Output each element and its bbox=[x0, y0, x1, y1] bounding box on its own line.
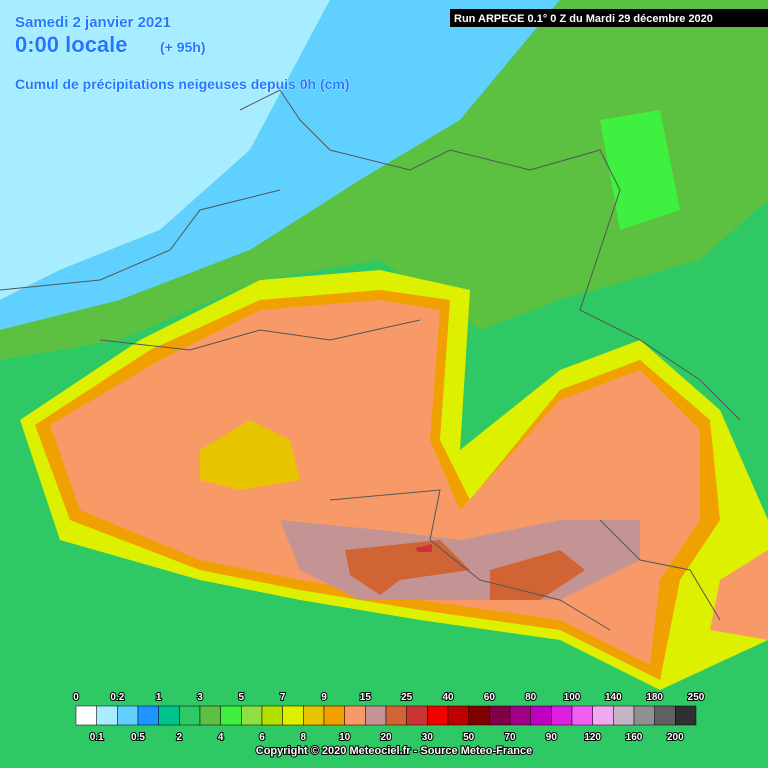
border-line bbox=[599, 519, 721, 621]
zone-salmon-east bbox=[710, 550, 768, 640]
date: Samedi 2 janvier 2021 bbox=[15, 14, 171, 31]
border-line bbox=[329, 489, 611, 631]
legend-swatch bbox=[447, 705, 469, 726]
run-info: Run ARPEGE 0.1° 0 Z du Mardi 29 décembre… bbox=[454, 13, 713, 25]
legend-label-bottom: 90 bbox=[546, 732, 558, 743]
zone-brown-east bbox=[490, 550, 585, 600]
legend: 0 0.2 1 3 5 7 9 15 25 40 60 80 100 140 180 250 0.1 0.5 2 4 6… bbox=[72, 691, 706, 744]
borders bbox=[0, 89, 741, 631]
legend-label-bottom: 4 bbox=[218, 732, 224, 743]
legend-swatch bbox=[158, 705, 180, 726]
legend-swatch bbox=[220, 705, 242, 726]
legend-label-bottom: 2 bbox=[177, 732, 183, 743]
legend-label-bottom: 160 bbox=[626, 732, 643, 743]
legend-label-top: 40 bbox=[442, 692, 454, 703]
zone-orange-yellow bbox=[200, 420, 300, 490]
legend-swatch bbox=[241, 705, 263, 726]
border-line bbox=[99, 319, 421, 351]
legend-label-bottom: 30 bbox=[422, 732, 434, 743]
legend-swatch bbox=[468, 705, 490, 726]
legend-swatch bbox=[365, 705, 387, 726]
legend-label-top: 140 bbox=[605, 692, 622, 703]
legend-swatch bbox=[509, 705, 531, 726]
legend-swatch bbox=[117, 705, 139, 726]
legend-label-bottom: 20 bbox=[380, 732, 392, 743]
legend-swatch bbox=[199, 705, 221, 726]
legend-swatch bbox=[385, 705, 407, 726]
legend-swatch bbox=[406, 705, 428, 726]
legend-swatch bbox=[489, 705, 511, 726]
zone-cyan bbox=[0, 0, 560, 330]
border-line bbox=[239, 89, 741, 421]
legend-swatch bbox=[592, 705, 614, 726]
legend-label-top: 0.2 bbox=[110, 692, 124, 703]
zone-green bbox=[0, 0, 768, 360]
zone-brown-west bbox=[345, 540, 470, 595]
map-title: Cumul de précipitations neigeuses depuis… bbox=[15, 76, 350, 92]
legend-swatch bbox=[571, 705, 593, 726]
legend-label-top: 250 bbox=[688, 692, 705, 703]
legend-label-top: 80 bbox=[525, 692, 537, 703]
zone-light bbox=[0, 0, 330, 300]
legend-label-bottom: 0.5 bbox=[131, 732, 145, 743]
legend-swatch bbox=[261, 705, 283, 726]
legend-swatch bbox=[96, 705, 118, 726]
legend-label-top: 60 bbox=[484, 692, 496, 703]
legend-swatch bbox=[137, 705, 159, 726]
legend-label-top: 3 bbox=[197, 692, 203, 703]
legend-label-top: 100 bbox=[564, 692, 581, 703]
legend-label-bottom: 6 bbox=[259, 732, 265, 743]
zone-red bbox=[415, 544, 432, 552]
time: 0:00 locale bbox=[15, 32, 128, 57]
legend-swatch bbox=[551, 705, 573, 726]
zone-bright-green bbox=[600, 110, 680, 230]
legend-label-bottom: 50 bbox=[463, 732, 475, 743]
lead-time: (+ 95h) bbox=[160, 39, 206, 55]
legend-label-top: 25 bbox=[401, 692, 413, 703]
legend-swatch bbox=[675, 705, 697, 726]
legend-swatch bbox=[427, 705, 449, 726]
legend-label-top: 7 bbox=[280, 692, 286, 703]
legend-label-top: 180 bbox=[646, 692, 663, 703]
legend-swatch bbox=[530, 705, 552, 726]
legend-label-bottom: 0.1 bbox=[90, 732, 104, 743]
legend-label-top: 9 bbox=[321, 692, 327, 703]
legend-label-bottom: 70 bbox=[504, 732, 516, 743]
legend-swatch bbox=[323, 705, 345, 726]
coast-line bbox=[0, 189, 281, 291]
legend-swatch bbox=[633, 705, 655, 726]
run-banner bbox=[450, 9, 768, 27]
legend-label-top: 5 bbox=[239, 692, 245, 703]
legend-swatch bbox=[654, 705, 676, 726]
legend-label-bottom: 120 bbox=[584, 732, 601, 743]
legend-label-bottom: 200 bbox=[667, 732, 684, 743]
legend-swatch bbox=[75, 705, 97, 726]
legend-label-bottom: 8 bbox=[301, 732, 307, 743]
legend-label-top: 15 bbox=[360, 692, 372, 703]
legend-swatch bbox=[282, 705, 304, 726]
legend-label-top: 1 bbox=[156, 692, 162, 703]
legend-swatch bbox=[613, 705, 635, 726]
copyright: Copyright © 2020 Meteociel.fr - Source M… bbox=[256, 745, 532, 757]
legend-label-top: 0 bbox=[73, 692, 79, 703]
legend-swatch bbox=[344, 705, 366, 726]
legend-label-bottom: 10 bbox=[339, 732, 351, 743]
legend-swatch bbox=[303, 705, 325, 726]
legend-swatch bbox=[179, 705, 201, 726]
